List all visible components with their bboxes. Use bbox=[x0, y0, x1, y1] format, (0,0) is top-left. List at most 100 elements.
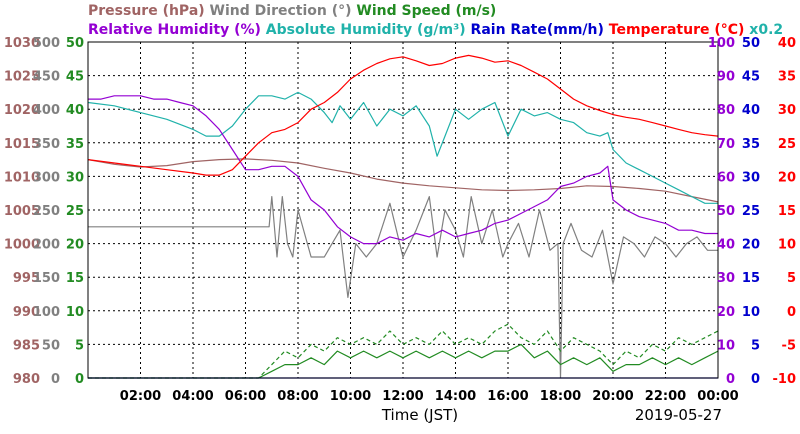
tick-label-relative-humidity: 60 bbox=[717, 170, 735, 185]
chart-grid bbox=[88, 42, 718, 378]
header-item: Pressure (hPa) bbox=[88, 3, 205, 19]
tick-label-wind-direction: 50 bbox=[42, 338, 60, 353]
header-item: Wind Speed (m/s) bbox=[352, 3, 497, 19]
header-item: x0.2 bbox=[744, 22, 783, 38]
tick-label-wind-direction: 400 bbox=[33, 103, 60, 118]
tick-label-pressure: 1030 bbox=[4, 36, 40, 51]
x-tick-label: 00:00 bbox=[697, 389, 738, 404]
tick-label-rain-rate: 40 bbox=[742, 103, 760, 118]
tick-label-temperature: -10 bbox=[773, 372, 797, 387]
tick-label-wind-speed: 15 bbox=[66, 271, 84, 286]
tick-label-pressure: 1000 bbox=[4, 238, 40, 253]
tick-label-wind-speed: 35 bbox=[66, 137, 84, 152]
tick-label-temperature: 30 bbox=[778, 103, 796, 118]
tick-label-wind-direction: 0 bbox=[51, 372, 60, 387]
tick-label-wind-speed: 45 bbox=[66, 70, 84, 85]
tick-label-rain-rate: 10 bbox=[742, 305, 760, 320]
tick-label-rain-rate: 50 bbox=[742, 36, 760, 51]
tick-label-relative-humidity: 10 bbox=[717, 338, 735, 353]
x-tick-label: 06:00 bbox=[225, 389, 266, 404]
tick-label-rain-rate: 5 bbox=[751, 338, 760, 353]
plot-border bbox=[87, 41, 719, 379]
tick-label-wind-direction: 350 bbox=[33, 137, 60, 152]
tick-label-pressure: 1025 bbox=[4, 70, 40, 85]
tick-label-wind-speed: 0 bbox=[75, 372, 84, 387]
series-absolute-humidity bbox=[87, 91, 718, 204]
tick-label-rain-rate: 15 bbox=[742, 271, 760, 286]
tick-label-wind-direction: 500 bbox=[33, 36, 60, 51]
tick-label-temperature: 35 bbox=[778, 70, 796, 85]
series-relative-humidity bbox=[88, 95, 718, 245]
tick-label-temperature: 25 bbox=[778, 137, 796, 152]
header-item: Rain Rate(mm/h) bbox=[466, 22, 604, 38]
chart-header: Pressure (hPa) Wind Direction (°) Wind S… bbox=[88, 3, 783, 38]
tick-label-temperature: 0 bbox=[787, 305, 796, 320]
tick-label-rain-rate: 0 bbox=[751, 372, 760, 387]
tick-label-wind-speed: 20 bbox=[66, 238, 84, 253]
x-tick-label: 20:00 bbox=[592, 389, 633, 404]
header-item: Wind Direction (°) bbox=[205, 3, 352, 19]
tick-label-wind-direction: 250 bbox=[33, 204, 60, 219]
left-axes: 9809859909951000100510101015102010251030… bbox=[4, 36, 84, 387]
x-tick-label: 04:00 bbox=[172, 389, 213, 404]
plot-frame bbox=[87, 41, 719, 379]
tick-label-pressure: 985 bbox=[13, 338, 40, 353]
tick-label-relative-humidity: 30 bbox=[717, 271, 735, 286]
tick-label-temperature: 15 bbox=[778, 204, 796, 219]
tick-label-relative-humidity: 40 bbox=[717, 238, 735, 253]
tick-label-wind-direction: 100 bbox=[33, 305, 60, 320]
header-line-1: Relative Humidity (%) Absolute Humidity … bbox=[88, 22, 783, 38]
x-tick-label: 14:00 bbox=[435, 389, 476, 404]
series-temperature bbox=[87, 54, 719, 176]
x-tick-label: 22:00 bbox=[645, 389, 686, 404]
tick-label-pressure: 990 bbox=[13, 305, 40, 320]
tick-label-relative-humidity: 70 bbox=[717, 137, 735, 152]
tick-label-pressure: 980 bbox=[13, 372, 40, 387]
tick-label-relative-humidity: 0 bbox=[726, 372, 735, 387]
tick-label-wind-direction: 200 bbox=[33, 238, 60, 253]
tick-label-temperature: -5 bbox=[782, 338, 796, 353]
tick-label-relative-humidity: 80 bbox=[717, 103, 735, 118]
date-label: 2019-05-27 bbox=[635, 406, 722, 424]
tick-label-rain-rate: 25 bbox=[742, 204, 760, 219]
header-item: Temperature (°C) bbox=[604, 22, 745, 38]
tick-label-pressure: 1005 bbox=[4, 204, 40, 219]
tick-label-rain-rate: 30 bbox=[742, 170, 760, 185]
tick-label-relative-humidity: 20 bbox=[717, 305, 735, 320]
x-tick-label: 10:00 bbox=[330, 389, 371, 404]
tick-label-rain-rate: 45 bbox=[742, 70, 760, 85]
tick-label-wind-speed: 50 bbox=[66, 36, 84, 51]
tick-label-wind-speed: 5 bbox=[75, 338, 84, 353]
tick-label-wind-speed: 30 bbox=[66, 170, 84, 185]
tick-label-wind-direction: 450 bbox=[33, 70, 60, 85]
right-axes: 0102030405060708090100051015202530354045… bbox=[708, 36, 796, 387]
series-wind-speed bbox=[88, 343, 719, 379]
series-pressure bbox=[87, 158, 719, 203]
x-tick-label: 18:00 bbox=[540, 389, 581, 404]
tick-label-relative-humidity: 100 bbox=[708, 36, 735, 51]
tick-label-temperature: 5 bbox=[787, 271, 796, 286]
x-tick-label: 02:00 bbox=[120, 389, 161, 404]
tick-label-temperature: 20 bbox=[778, 170, 796, 185]
header-line-0: Pressure (hPa) Wind Direction (°) Wind S… bbox=[88, 3, 496, 19]
tick-label-temperature: 40 bbox=[778, 36, 796, 51]
x-axis: 02:00 04:00 06:00 08:00 10:00 12:00 14:00 16:00… bbox=[120, 389, 739, 404]
tick-label-wind-speed: 10 bbox=[66, 305, 84, 320]
tick-label-pressure: 1010 bbox=[4, 170, 40, 185]
tick-label-wind-speed: 25 bbox=[66, 204, 84, 219]
tick-label-wind-direction: 150 bbox=[33, 271, 60, 286]
tick-label-pressure: 995 bbox=[13, 271, 40, 286]
tick-label-pressure: 1020 bbox=[4, 103, 40, 118]
tick-label-rain-rate: 20 bbox=[742, 238, 760, 253]
header-item: Relative Humidity (%) bbox=[88, 22, 261, 38]
tick-label-pressure: 1015 bbox=[4, 137, 40, 152]
tick-label-relative-humidity: 90 bbox=[717, 70, 735, 85]
header-item: Absolute Humidity (g/m³) bbox=[261, 22, 466, 38]
x-tick-label: 08:00 bbox=[277, 389, 318, 404]
tick-label-temperature: 10 bbox=[778, 238, 796, 253]
x-tick-label: 12:00 bbox=[382, 389, 423, 404]
x-tick-label: 16:00 bbox=[487, 389, 528, 404]
tick-label-relative-humidity: 50 bbox=[717, 204, 735, 219]
tick-label-wind-direction: 300 bbox=[33, 170, 60, 185]
